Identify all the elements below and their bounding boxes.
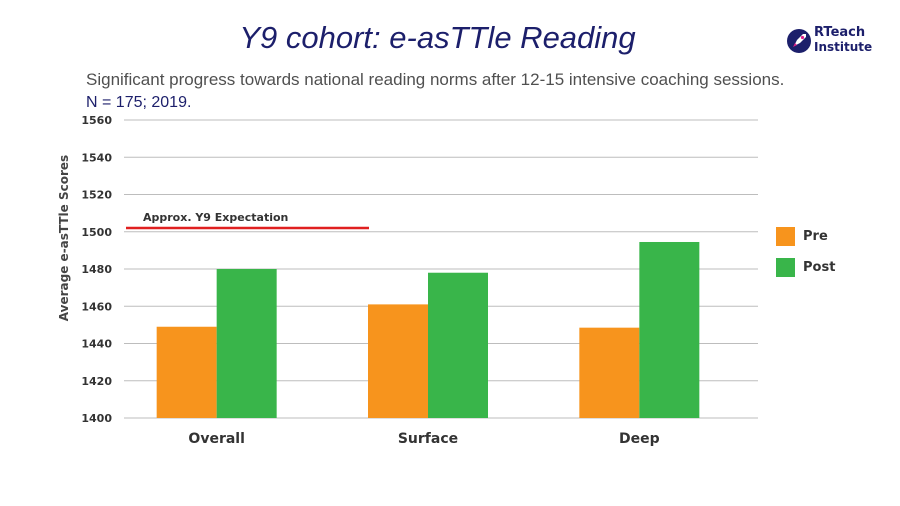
y-tick-label: 1500	[81, 226, 112, 239]
chart-title: Y9 cohort: e-asTTle Reading	[239, 20, 636, 55]
y-tick-label: 1480	[81, 263, 112, 276]
y-axis-ticks: 1400 1420 1440 1460 1480 1500 1520 1540 1560	[81, 114, 112, 425]
y-tick-label: 1520	[81, 189, 112, 202]
bar-pre-surface	[368, 304, 428, 418]
legend-swatch-post	[776, 257, 795, 277]
sample-note: N = 175; 2019.	[86, 94, 192, 111]
bar-pre-overall	[156, 326, 217, 418]
logo-text: RTeach Institute	[814, 25, 873, 55]
x-category-label: Deep	[619, 431, 660, 447]
bar-pre-deep	[579, 327, 640, 418]
y-tick-label: 1400	[81, 412, 112, 425]
legend-item-post: Post	[776, 257, 835, 277]
x-category-label: Overall	[188, 431, 244, 447]
legend-label-pre: Pre	[803, 228, 828, 244]
bar-post-deep	[639, 241, 700, 418]
logo-line1: RTeach	[814, 25, 866, 40]
y-axis-label: Average e-asTTle Scores	[57, 155, 71, 321]
rteach-logo: RTeach Institute	[786, 26, 886, 60]
x-category-label: Surface	[398, 431, 458, 447]
legend-label-post: Post	[803, 259, 836, 275]
chart-subtitle: Significant progress towards national re…	[86, 70, 785, 89]
y-tick-label: 1460	[81, 300, 112, 313]
y-tick-label: 1420	[81, 375, 112, 388]
y-tick-label: 1540	[81, 151, 112, 164]
logo-line2: Institute	[814, 40, 873, 54]
reference-line-label: Approx. Y9 Expectation	[143, 211, 288, 224]
x-axis-categories: Overall Surface Deep	[188, 431, 659, 447]
bar-post-overall	[216, 269, 277, 418]
legend-swatch-pre	[776, 226, 795, 246]
legend-item-pre: Pre	[776, 226, 828, 246]
bars	[156, 241, 700, 418]
y-tick-label: 1440	[81, 338, 112, 351]
y-tick-label: 1560	[81, 114, 112, 127]
reference-line-group: Approx. Y9 Expectation	[126, 211, 369, 230]
bar-post-surface	[428, 272, 488, 418]
rocket-icon	[787, 29, 811, 53]
